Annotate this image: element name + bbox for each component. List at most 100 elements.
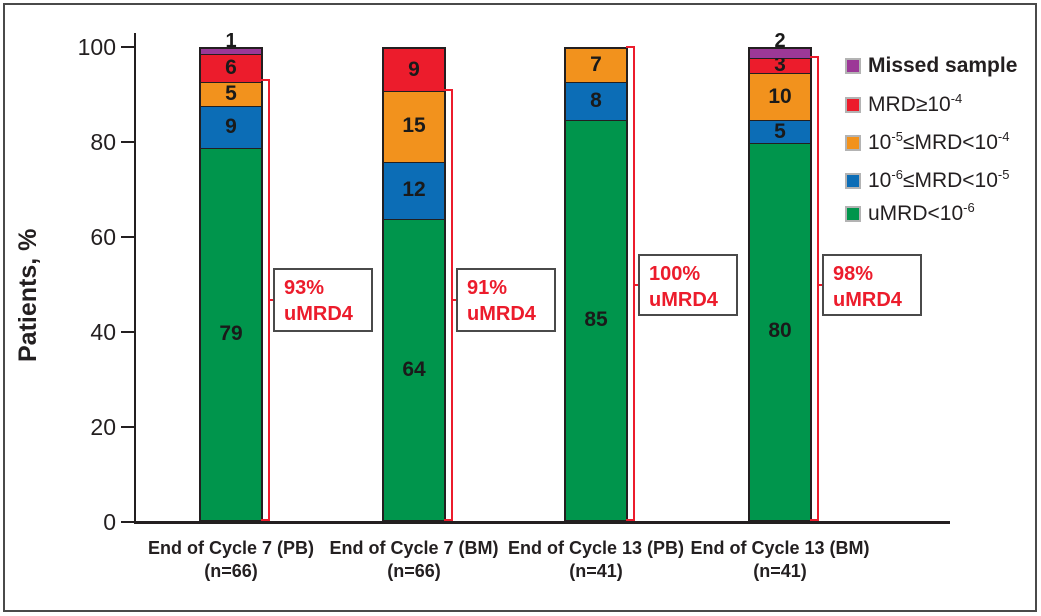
bracket-vertical-line bbox=[268, 79, 270, 521]
bar-segment-mrd_10e5_to_10e4 bbox=[384, 91, 444, 163]
y-tick bbox=[121, 46, 134, 48]
segment-value-label: 3 bbox=[774, 53, 786, 77]
bar-segment-umrd_lt_10e6 bbox=[750, 143, 810, 520]
y-tick-label: 40 bbox=[90, 319, 116, 345]
segment-value-label: 64 bbox=[402, 357, 426, 381]
segment-divider bbox=[384, 217, 444, 220]
y-tick bbox=[121, 331, 134, 333]
segment-divider bbox=[750, 142, 810, 145]
x-category-line2: (n=66) bbox=[204, 561, 258, 581]
x-category-label: End of Cycle 7 (BM) (n=66) bbox=[304, 537, 524, 583]
segment-value-label-outside: 2 bbox=[774, 30, 786, 52]
x-category-line1: End of Cycle 13 (BM) bbox=[690, 538, 870, 558]
y-tick-label: 100 bbox=[77, 34, 116, 60]
bracket-top-line bbox=[444, 88, 453, 91]
x-category-label: End of Cycle 13 (BM) (n=41) bbox=[670, 537, 890, 583]
annotation-percent: 91% bbox=[467, 277, 508, 299]
y-tick bbox=[121, 141, 134, 143]
annotation-box: 98% uMRD4 bbox=[822, 254, 922, 316]
segment-value-label: 12 bbox=[402, 178, 426, 202]
segment-value-label: 8 bbox=[590, 88, 602, 112]
annotation-connector bbox=[819, 284, 822, 286]
bar-segment-mrd_ge_10e4 bbox=[750, 58, 810, 73]
segment-value-label: 10 bbox=[768, 84, 792, 108]
segment-value-label: 85 bbox=[584, 307, 608, 331]
x-category-line2: (n=41) bbox=[753, 561, 807, 581]
segment-value-label: 80 bbox=[768, 319, 792, 343]
x-axis-line bbox=[134, 521, 950, 524]
y-tick-label: 0 bbox=[103, 509, 116, 535]
bar-segment-umrd_lt_10e6 bbox=[566, 119, 626, 520]
segment-value-label: 9 bbox=[408, 58, 420, 81]
segment-divider bbox=[750, 118, 810, 121]
bar-segment-mrd_ge_10e4 bbox=[201, 53, 261, 82]
annotation-percent: 98% bbox=[833, 263, 874, 285]
x-category-line2: (n=41) bbox=[569, 561, 623, 581]
figure-frame bbox=[3, 3, 1037, 612]
segment-divider bbox=[384, 161, 444, 164]
segment-divider bbox=[384, 90, 444, 93]
bar-stack: 80 5 10 3 bbox=[748, 47, 812, 522]
segment-value-label: 5 bbox=[774, 119, 786, 143]
y-tick-label: 20 bbox=[90, 414, 116, 440]
bar-segment-umrd_lt_10e6 bbox=[201, 147, 261, 520]
y-tick-label: 60 bbox=[90, 224, 116, 250]
segment-value-label: 15 bbox=[402, 114, 426, 138]
bar-stack: 85 8 7 bbox=[564, 47, 628, 522]
segment-divider bbox=[750, 57, 810, 60]
bracket-bottom-line bbox=[261, 519, 270, 521]
bar-stack: 64 12 15 9 bbox=[382, 47, 446, 522]
bar-segment-missed_sample bbox=[750, 49, 810, 59]
bar-segment-missed_sample bbox=[201, 49, 261, 54]
bar-segment-mrd_10e6_to_10e5 bbox=[750, 119, 810, 144]
segment-divider bbox=[750, 71, 810, 74]
segment-value-label: 7 bbox=[590, 53, 602, 76]
bracket-bottom-line bbox=[444, 519, 453, 521]
bar-segment-umrd_lt_10e6 bbox=[384, 218, 444, 520]
segment-value-label: 9 bbox=[225, 114, 237, 138]
x-category-label: End of Cycle 7 (PB) (n=66) bbox=[121, 537, 341, 583]
bar-segment-mrd_10e5_to_10e4 bbox=[750, 72, 810, 120]
annotation-umrd4: uMRD4 bbox=[649, 289, 718, 311]
bracket-bottom-line bbox=[626, 519, 635, 521]
y-tick bbox=[121, 521, 134, 523]
annotation-connector bbox=[635, 284, 638, 286]
annotation-umrd4: uMRD4 bbox=[467, 303, 536, 325]
bracket-top-line bbox=[626, 46, 635, 48]
x-category-line1: End of Cycle 7 (BM) bbox=[329, 538, 499, 558]
bar-segment-mrd_10e6_to_10e5 bbox=[201, 105, 261, 148]
x-category-line2: (n=66) bbox=[387, 561, 441, 581]
annotation-percent: 100% bbox=[649, 263, 701, 285]
x-category-label: End of Cycle 13 (PB) (n=41) bbox=[486, 537, 706, 583]
segment-divider bbox=[201, 146, 261, 149]
annotation-box: 100% uMRD4 bbox=[638, 254, 738, 316]
bar-stack: 79 9 5 6 bbox=[199, 47, 263, 522]
bar-segment-mrd_ge_10e4 bbox=[384, 49, 444, 92]
annotation-umrd4: uMRD4 bbox=[833, 289, 902, 311]
annotation-umrd4: uMRD4 bbox=[284, 303, 353, 325]
segment-value-label: 6 bbox=[225, 55, 237, 79]
annotation-box: 91% uMRD4 bbox=[456, 268, 556, 332]
annotation-connector bbox=[270, 299, 273, 301]
bracket-vertical-line bbox=[817, 55, 819, 521]
bracket-vertical-line bbox=[451, 88, 453, 521]
segment-divider bbox=[566, 118, 626, 121]
bar-segment-mrd_10e5_to_10e4 bbox=[566, 49, 626, 82]
segment-divider bbox=[201, 80, 261, 83]
annotation-connector bbox=[453, 299, 456, 301]
annotation-percent: 93% bbox=[284, 277, 325, 299]
bracket-top-line bbox=[810, 55, 819, 58]
bar-segment-mrd_10e6_to_10e5 bbox=[566, 81, 626, 120]
y-tick bbox=[121, 426, 134, 428]
x-category-line1: End of Cycle 13 (PB) bbox=[507, 538, 685, 558]
bracket-vertical-line bbox=[633, 46, 635, 521]
bracket-top-line bbox=[261, 79, 270, 82]
annotation-box: 93% uMRD4 bbox=[273, 268, 373, 332]
y-tick-label: 80 bbox=[90, 129, 116, 155]
segment-value-label-outside: 1 bbox=[225, 30, 237, 52]
segment-value-label: 79 bbox=[219, 321, 243, 345]
x-category-line1: End of Cycle 7 (PB) bbox=[147, 538, 315, 558]
segment-divider bbox=[201, 104, 261, 107]
